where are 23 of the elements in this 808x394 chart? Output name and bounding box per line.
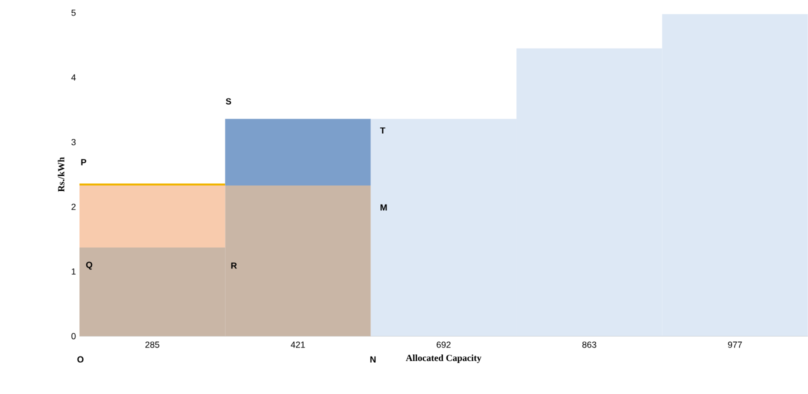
x-tick-label: 285	[145, 342, 160, 348]
annotation: P	[81, 159, 86, 166]
x-tick-label: 863	[582, 342, 596, 348]
annotation: M	[380, 204, 387, 210]
bar	[79, 185, 226, 248]
annotation: R	[231, 262, 237, 269]
annotation: T	[380, 127, 386, 134]
annotation: Q	[86, 262, 92, 270]
y-tick-label: 1	[72, 268, 76, 274]
y-tick-label: 0	[71, 332, 76, 340]
bar	[225, 118, 371, 186]
y-tick-label: 3	[71, 138, 76, 146]
y-tick-label: 4	[71, 74, 76, 80]
y-tick-label: 2	[72, 204, 76, 210]
x-axis-title: Allocated Capacity	[406, 354, 482, 363]
x-tick-label: 977	[728, 342, 742, 348]
text: N	[370, 356, 376, 362]
text: O	[77, 356, 84, 362]
y-axis-title: Rs./kWh	[58, 157, 64, 192]
annotation: S	[226, 98, 232, 104]
y-tick-label: 5	[71, 10, 76, 16]
x-tick-label: 692	[436, 342, 451, 348]
x-tick-label: 421	[290, 342, 305, 348]
